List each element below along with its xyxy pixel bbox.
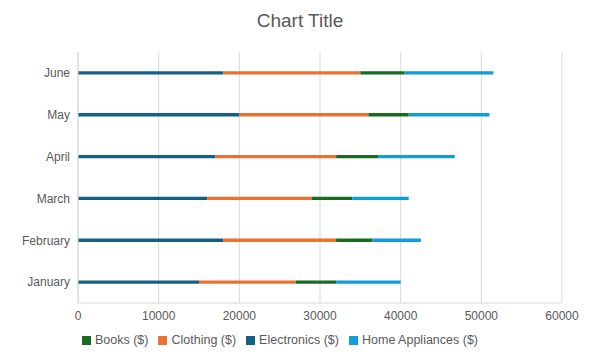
svg-text:March: March xyxy=(37,192,70,206)
svg-text:50000: 50000 xyxy=(465,309,499,323)
svg-text:20000: 20000 xyxy=(223,309,257,323)
svg-text:40000: 40000 xyxy=(384,309,418,323)
svg-text:June: June xyxy=(44,66,70,80)
svg-text:April: April xyxy=(46,150,70,164)
svg-text:10000: 10000 xyxy=(142,309,176,323)
svg-text:60000: 60000 xyxy=(545,309,579,323)
svg-text:May: May xyxy=(47,108,70,122)
svg-text:30000: 30000 xyxy=(303,309,337,323)
html-text:Electronics ($): Electronics ($) xyxy=(259,333,339,347)
html-text:Chart Title: Chart Title xyxy=(256,10,344,31)
svg-text:February: February xyxy=(22,234,70,248)
html-text:Books ($): Books ($) xyxy=(95,333,149,347)
html-text:Home Appliances ($): Home Appliances ($) xyxy=(362,333,478,347)
html-text:Clothing ($): Clothing ($) xyxy=(171,333,237,347)
svg-text:0: 0 xyxy=(75,309,82,323)
svg-text:January: January xyxy=(27,275,70,289)
